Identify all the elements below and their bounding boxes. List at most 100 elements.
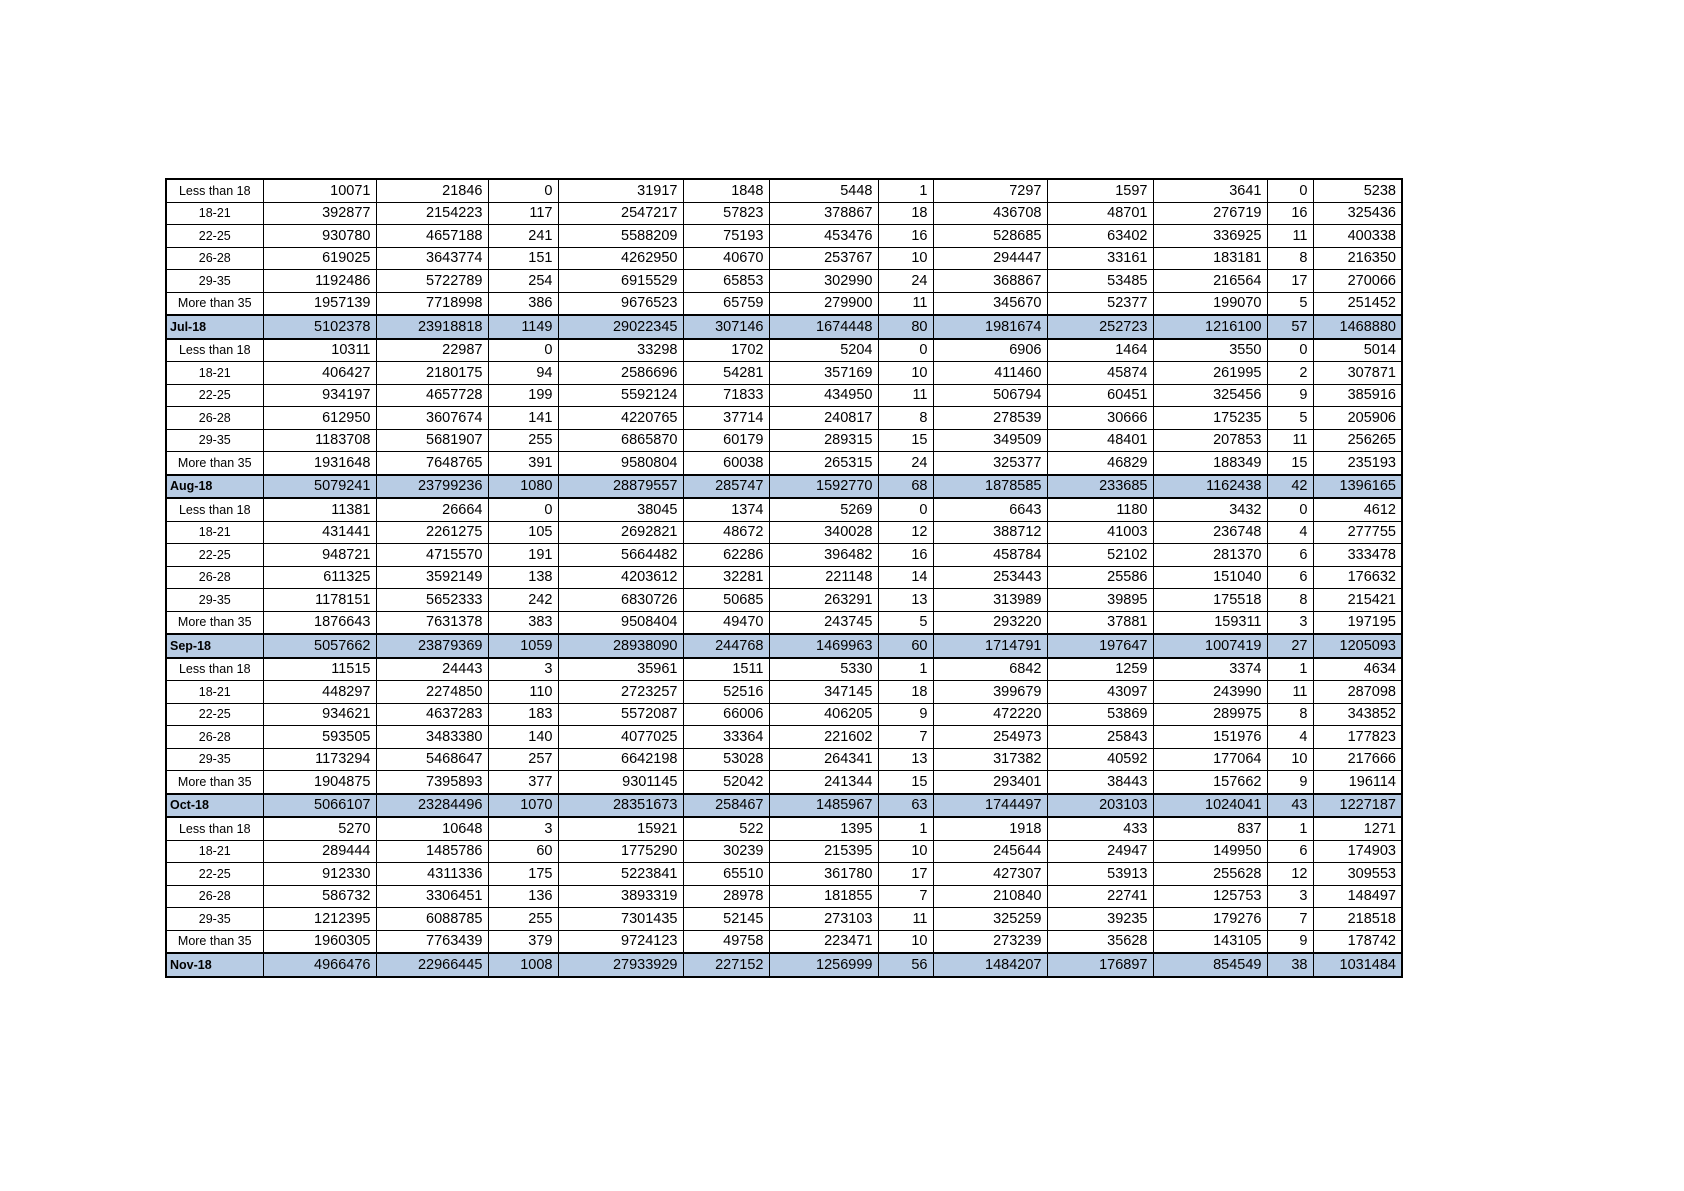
cell: 43097 [1046,680,1154,704]
cell: 325456 [1152,383,1268,407]
cell: 7648765 [375,451,489,475]
cell: 9 [1266,770,1314,794]
cell: 254973 [932,725,1048,749]
cell: 255628 [1152,862,1268,886]
cell: 252723 [1046,314,1154,340]
cell: 10071 [262,178,377,203]
cell: 273239 [932,929,1048,954]
row-label: 18-21 [165,680,264,704]
cell: 1259 [1046,657,1154,681]
cell: 8 [1266,702,1314,726]
cell: 506794 [932,383,1048,407]
cell: 38045 [557,497,684,522]
cell: 125753 [1152,884,1268,908]
cell: 1024041 [1152,792,1268,818]
cell: 309553 [1312,862,1403,886]
cell: 48401 [1046,428,1154,452]
cell: 1227187 [1312,792,1403,818]
cell: 188349 [1152,451,1268,475]
cell: 53869 [1046,702,1154,726]
cell: 1878585 [932,473,1048,499]
cell: 2692821 [557,520,684,544]
cell: 325259 [932,907,1048,931]
row-label: 26-28 [165,725,264,749]
table-row: Less than 18 11381 26664 0 38045 1374 5269 0 664… [165,497,1403,522]
table-row: 26-28 611325 3592149 138 4203612 32281 221148 1… [165,565,1403,589]
data-table: Less than 18 10071 21846 0 31917 1848 5448 1 729… [165,178,1403,978]
cell: 52042 [682,770,770,794]
cell: 1080 [487,473,559,499]
cell: 3643774 [375,246,489,270]
cell: 7301435 [557,907,684,931]
cell: 39895 [1046,588,1154,612]
cell: 854549 [1152,952,1268,978]
row-label: Less than 18 [165,816,264,841]
cell: 71833 [682,383,770,407]
cell: 199070 [1152,291,1268,316]
cell: 391 [487,451,559,475]
cell: 264341 [768,747,879,771]
cell: 28351673 [557,792,684,818]
cell: 3 [1266,610,1314,635]
cell: 1008 [487,952,559,978]
cell: 948721 [262,543,377,567]
cell: 94 [487,361,559,385]
cell: 1744497 [932,792,1048,818]
table-row: More than 35 1931648 7648765 391 9580804 6003… [165,451,1403,475]
cell: 65510 [682,862,770,886]
cell: 1484207 [932,952,1048,978]
cell: 56 [877,952,934,978]
cell: 406205 [768,702,879,726]
cell: 0 [487,338,559,362]
summary-row: Nov-18 4966476 22966445 1008 27933929 227152 1… [165,952,1403,978]
cell: 25586 [1046,565,1154,589]
cell: 5014 [1312,338,1403,362]
cell: 313989 [932,588,1048,612]
row-label: Less than 18 [165,497,264,522]
row-label: 18-21 [165,361,264,385]
cell: 2 [1266,361,1314,385]
cell: 5204 [768,338,879,362]
table-row: 18-21 406427 2180175 94 2586696 54281 357169 10… [165,361,1403,385]
cell: 205906 [1312,406,1403,430]
cell: 5330 [768,657,879,681]
cell: 386 [487,291,559,316]
row-label: 18-21 [165,520,264,544]
cell: 436708 [932,201,1048,225]
cell: 197195 [1312,610,1403,635]
cell: 10 [877,929,934,954]
cell: 1702 [682,338,770,362]
cell: 472220 [932,702,1048,726]
row-label: 26-28 [165,884,264,908]
cell: 0 [1266,178,1314,203]
cell: 31917 [557,178,684,203]
cell: 11381 [262,497,377,522]
cell: 1876643 [262,610,377,635]
cell: 6830726 [557,588,684,612]
cell: 223471 [768,929,879,954]
cell: 317382 [932,747,1048,771]
cell: 240817 [768,406,879,430]
cell: 251452 [1312,291,1403,316]
cell: 5238 [1312,178,1403,203]
table-row: 26-28 619025 3643774 151 4262950 40670 253767 1… [165,246,1403,270]
cell: 199 [487,383,559,407]
cell: 4262950 [557,246,684,270]
cell: 16 [877,224,934,248]
cell: 1597 [1046,178,1154,203]
row-label: More than 35 [165,451,264,475]
cell: 6088785 [375,907,489,931]
cell: 325436 [1312,201,1403,225]
cell: 261995 [1152,361,1268,385]
cell: 49758 [682,929,770,954]
cell: 0 [877,497,934,522]
cell: 1374 [682,497,770,522]
cell: 293220 [932,610,1048,635]
cell: 307146 [682,314,770,340]
cell: 593505 [262,725,377,749]
cell: 17 [1266,269,1314,293]
cell: 2547217 [557,201,684,225]
cell: 0 [1266,497,1314,522]
cell: 5588209 [557,224,684,248]
row-label: Less than 18 [165,338,264,362]
